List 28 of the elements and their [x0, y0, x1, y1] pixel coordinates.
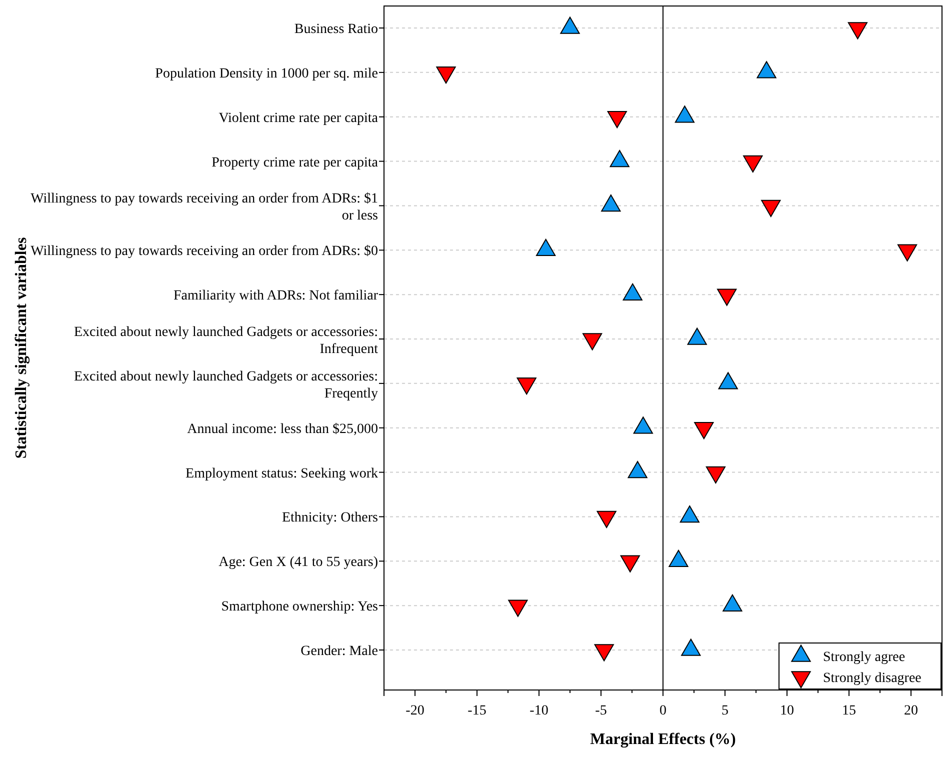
x-tick-label: 15	[842, 703, 856, 718]
y-tick-label: Gender: Male	[300, 644, 378, 659]
y-tick-label: Familiarity with ADRs: Not familiar	[173, 288, 378, 304]
x-axis-title: Marginal Effects (%)	[590, 731, 736, 748]
x-tick-label: 20	[904, 703, 918, 718]
x-tick-label: -15	[468, 703, 486, 718]
y-tick-label: Annual income: less than $25,000	[187, 422, 378, 437]
x-tick-label: 10	[780, 703, 794, 718]
y-tick-label: Age: Gen X (41 to 55 years)	[218, 555, 378, 570]
y-tick-label: Violent crime rate per capita	[218, 110, 379, 126]
legend-label: Strongly disagree	[823, 671, 922, 686]
x-tick-label: -5	[595, 703, 607, 718]
y-tick-label: Business Ratio	[294, 22, 378, 37]
legend-label: Strongly agree	[823, 650, 906, 665]
y-tick-label: Ethnicity: Others	[282, 510, 378, 526]
y-tick-label: Smartphone ownership: Yes	[221, 600, 378, 615]
x-tick-label: -20	[406, 703, 424, 718]
y-tick-label: Willingness to pay towards receiving an order from ADRs: $0	[30, 244, 378, 260]
x-tick-label: 5	[722, 703, 728, 718]
y-tick-label: Excited about newly launched Gadgets or accessories: Infrequent	[74, 325, 378, 357]
y-axis-title: Statistically significant variables	[13, 237, 30, 459]
y-tick-label: Property crime rate per capita	[212, 155, 379, 170]
x-tick-label: 0	[660, 703, 666, 718]
y-tick-label: Excited about newly launched Gadgets or accessories: Freqently	[74, 369, 378, 402]
y-tick-label: Willingness to pay towards receiving an order from ADRs: $1 or less	[30, 192, 378, 224]
x-tick-label: -10	[530, 703, 548, 718]
y-tick-label: Population Density in 1000 per sq. mile	[155, 66, 378, 82]
y-tick-label: Employment status: Seeking work	[186, 466, 378, 482]
